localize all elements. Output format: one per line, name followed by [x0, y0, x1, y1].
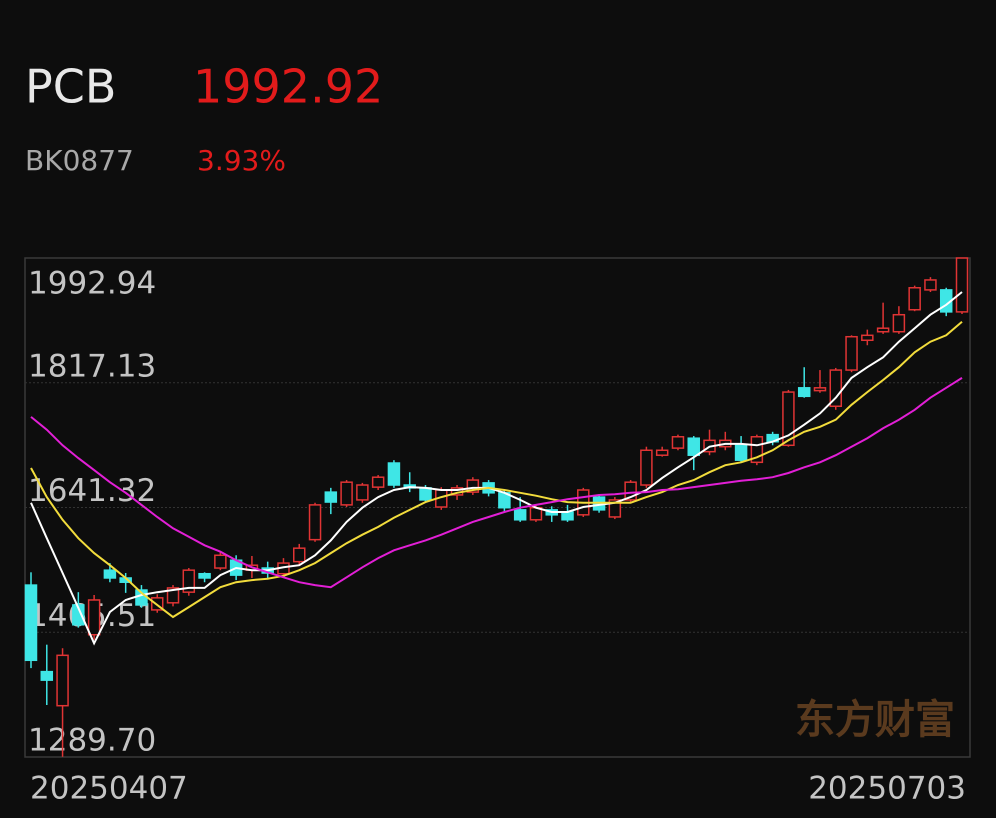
candle-body: [892, 313, 906, 333]
candle-body: [687, 437, 700, 456]
y-tick-label: 1289.70: [28, 723, 156, 759]
candle-body: [214, 554, 227, 569]
candle-body: [340, 481, 353, 506]
candle-body: [387, 462, 401, 486]
candle-body: [876, 327, 890, 333]
candle-body: [655, 449, 669, 456]
candle-body: [40, 670, 54, 681]
candle-body: [24, 584, 38, 662]
x-tick-label: 20250407: [30, 771, 188, 807]
candle-body: [671, 436, 685, 449]
candle-body: [166, 587, 180, 604]
candle-body: [608, 499, 622, 518]
candle-body: [561, 511, 574, 521]
candle-body: [734, 444, 748, 461]
candle-body: [829, 369, 843, 408]
candle-body: [813, 387, 827, 392]
candle-body: [782, 391, 795, 447]
candle-body: [466, 479, 480, 493]
candle-body: [87, 599, 101, 636]
candle-body: [624, 481, 637, 501]
stock-code: BK0877: [25, 144, 134, 177]
y-tick-label: 1641.32: [28, 473, 156, 509]
candle-body: [103, 569, 117, 579]
candle-body: [797, 387, 811, 398]
candle-body: [861, 334, 874, 342]
x-tick-label: 20250703: [808, 771, 966, 807]
candle-body: [356, 484, 369, 501]
candle-body: [324, 491, 338, 503]
candle-body: [293, 547, 306, 563]
candle-body: [371, 476, 385, 488]
candle-body: [924, 279, 937, 291]
candle-body: [845, 335, 858, 371]
candle-body: [308, 504, 322, 541]
y-tick-label: 1992.94: [28, 266, 156, 302]
moving-average-line: [30, 377, 963, 589]
candle-body: [908, 287, 921, 311]
candle-body: [182, 569, 196, 593]
candle-body: [513, 509, 527, 521]
watermark: 东方财富: [795, 697, 955, 743]
candle-body: [56, 654, 69, 707]
moving-average-line: [30, 321, 963, 619]
y-tick-label: 1817.13: [28, 348, 156, 384]
stock-name: PCB: [25, 60, 116, 114]
candle-body: [750, 436, 764, 464]
candle-body: [640, 449, 653, 486]
moving-average-line: [30, 291, 963, 646]
candle-body: [72, 604, 85, 626]
candle-body: [955, 257, 969, 313]
stock-price: 1992.92: [193, 60, 383, 114]
change-percent: 3.93%: [197, 144, 286, 177]
candle-body: [419, 487, 432, 501]
candle-body: [198, 572, 211, 579]
